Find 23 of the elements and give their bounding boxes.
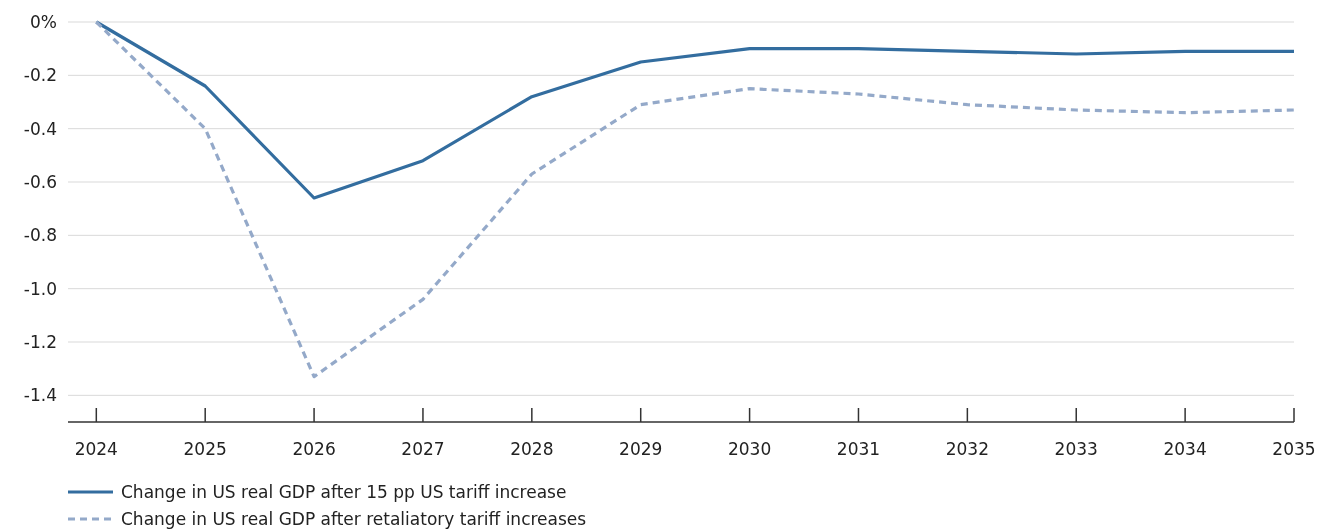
y-tick-label: -1.2 (23, 331, 57, 352)
y-tick-label: -0.6 (23, 171, 57, 192)
y-tick-label: -0.8 (23, 225, 57, 246)
x-tick-label: 2031 (836, 439, 881, 459)
y-tick-label: -1.0 (23, 278, 57, 299)
line-series (94, 20, 1296, 379)
x-tick-label: 2033 (1054, 439, 1098, 459)
x-tick-label: 2027 (401, 439, 445, 459)
y-tick-label: -1.4 (23, 385, 57, 406)
y-tick-label: 0% (30, 11, 57, 32)
x-tick-label: 2032 (945, 439, 989, 459)
legend-label: Change in US real GDP after retaliatory tariff increases (121, 508, 587, 529)
x-tick-label: 2026 (292, 439, 336, 459)
x-tick-label: 2035 (1272, 439, 1316, 459)
y-tick-label: -0.2 (23, 65, 57, 86)
y-tick-label: -0.4 (23, 118, 57, 139)
x-tick-label: 2025 (183, 439, 227, 459)
x-tick-label: 2034 (1163, 439, 1207, 459)
x-tick-label: 2024 (74, 439, 118, 459)
x-tick-label: 2029 (619, 439, 663, 459)
x-tick-label: 2030 (727, 439, 772, 459)
legend-label: Change in US real GDP after 15 pp US tariff increase (121, 481, 567, 502)
x-tick-label: 2028 (510, 439, 554, 459)
